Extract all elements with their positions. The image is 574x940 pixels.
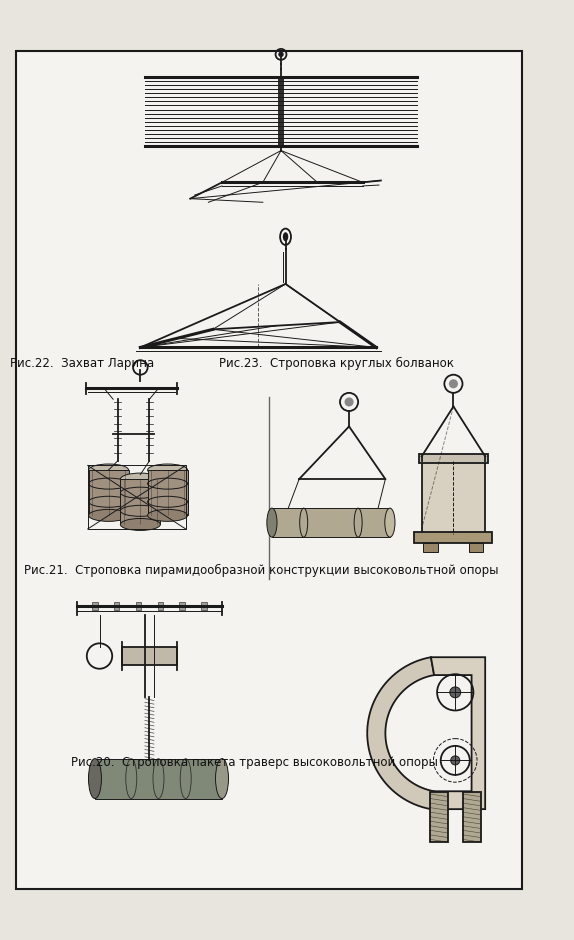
Bar [419, 454, 488, 462]
Circle shape [450, 687, 461, 697]
Circle shape [278, 52, 284, 57]
Ellipse shape [121, 473, 160, 485]
Text: Рис.21.  Строповка пирамидообразной конструкции высоковольтной опоры: Рис.21. Строповка пирамидообразной конст… [24, 564, 499, 577]
Ellipse shape [385, 509, 395, 537]
Ellipse shape [283, 232, 288, 242]
Bar [121, 479, 160, 525]
Circle shape [451, 756, 460, 765]
Bar [422, 461, 485, 534]
Bar [424, 542, 438, 552]
Bar [95, 759, 222, 798]
Ellipse shape [121, 519, 160, 530]
Polygon shape [431, 657, 485, 809]
Text: Рис.22.  Захват Ларина: Рис.22. Захват Ларина [10, 357, 154, 370]
Bar [158, 603, 163, 610]
Ellipse shape [88, 464, 129, 476]
Ellipse shape [215, 759, 228, 798]
Bar [122, 647, 177, 666]
Bar [469, 542, 483, 552]
Circle shape [449, 379, 458, 388]
Bar [463, 792, 480, 842]
Ellipse shape [88, 759, 102, 798]
Bar [414, 532, 492, 542]
Ellipse shape [88, 509, 129, 522]
Text: Рис.20.  Строповка пакета траверс высоковольтной опоры: Рис.20. Строповка пакета траверс высоков… [71, 756, 438, 769]
Bar [201, 603, 207, 610]
Bar [430, 792, 448, 842]
Ellipse shape [148, 464, 188, 476]
Bar [92, 603, 98, 610]
Bar [136, 603, 141, 610]
Bar [272, 509, 390, 537]
Bar [88, 470, 129, 515]
Text: Рис.23.  Строповка круглых болванок: Рис.23. Строповка круглых болванок [219, 357, 455, 370]
Bar [114, 603, 119, 610]
Ellipse shape [267, 509, 277, 537]
Circle shape [344, 398, 354, 406]
Bar [179, 603, 185, 610]
Bar [148, 470, 188, 515]
Polygon shape [367, 657, 434, 809]
Ellipse shape [148, 509, 188, 522]
